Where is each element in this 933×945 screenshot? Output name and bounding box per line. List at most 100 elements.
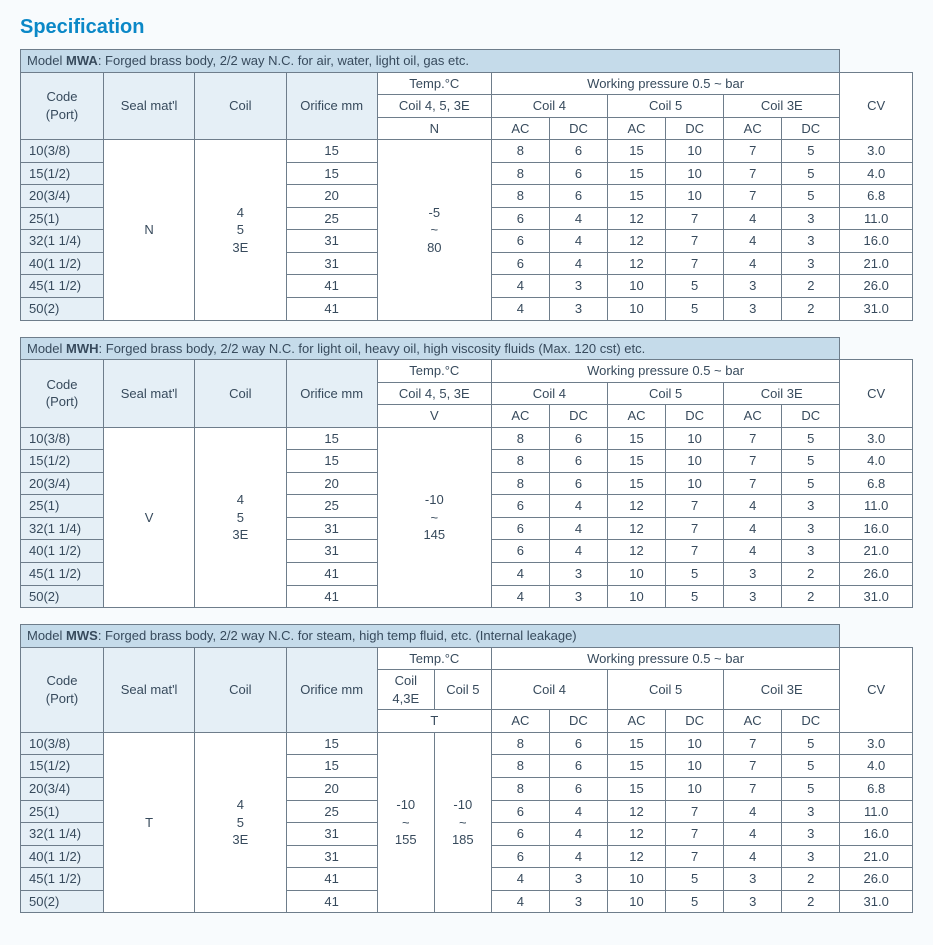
c5ac: 10 — [608, 585, 666, 608]
c3ac: 7 — [724, 755, 782, 778]
c5dc: 10 — [666, 427, 724, 450]
cv: 11.0 — [840, 495, 913, 518]
code-cell: 40(1 1/2) — [21, 252, 104, 275]
c3dc: 5 — [782, 732, 840, 755]
orifice-cell: 15 — [286, 162, 377, 185]
hdr-working-pressure: Working pressure 0.5 ~ bar — [491, 647, 839, 670]
hdr-code: Code(Port) — [21, 72, 104, 140]
c5dc: 7 — [666, 252, 724, 275]
hdr-cv: CV — [840, 72, 913, 140]
c5ac: 12 — [608, 540, 666, 563]
c4ac: 6 — [491, 800, 549, 823]
hdr-temp: Temp.°C — [377, 360, 491, 383]
c5ac: 10 — [608, 563, 666, 586]
c3dc: 2 — [782, 563, 840, 586]
hdr-seal: Seal mat'l — [103, 647, 194, 732]
orifice-cell: 20 — [286, 777, 377, 800]
hdr-temp-sub2: T — [377, 710, 491, 733]
cv: 6.8 — [840, 472, 913, 495]
orifice-cell: 15 — [286, 450, 377, 473]
spec-table: Model MWA: Forged brass body, 2/2 way N.… — [20, 49, 913, 321]
c4dc: 4 — [549, 207, 607, 230]
model-code: MWS — [66, 628, 98, 643]
c3dc: 2 — [782, 275, 840, 298]
coil-cell: 453E — [195, 140, 286, 320]
cv: 3.0 — [840, 732, 913, 755]
hdr-ac: AC — [491, 405, 549, 428]
cv: 21.0 — [840, 845, 913, 868]
hdr-temp-sub-a: Coil 4,3E — [377, 670, 434, 710]
c4dc: 3 — [549, 585, 607, 608]
hdr-dc: DC — [666, 710, 724, 733]
c4dc: 4 — [549, 230, 607, 253]
c4dc: 6 — [549, 777, 607, 800]
hdr-ac: AC — [608, 405, 666, 428]
c3dc: 5 — [782, 472, 840, 495]
c4ac: 8 — [491, 140, 549, 163]
hdr-coil4: Coil 4 — [491, 382, 607, 405]
c3dc: 5 — [782, 755, 840, 778]
cv: 31.0 — [840, 585, 913, 608]
model-text: : Forged brass body, 2/2 way N.C. for li… — [99, 341, 646, 356]
code-cell: 25(1) — [21, 207, 104, 230]
orifice-cell: 15 — [286, 427, 377, 450]
c4ac: 8 — [491, 755, 549, 778]
model-desc: Model MWS: Forged brass body, 2/2 way N.… — [21, 625, 840, 648]
hdr-coil3e: Coil 3E — [724, 670, 840, 710]
orifice-cell: 31 — [286, 230, 377, 253]
c5dc: 7 — [666, 517, 724, 540]
cv: 3.0 — [840, 140, 913, 163]
c3dc: 3 — [782, 207, 840, 230]
model-label: Model — [27, 628, 66, 643]
c3dc: 5 — [782, 450, 840, 473]
orifice-cell: 31 — [286, 540, 377, 563]
orifice-cell: 41 — [286, 890, 377, 913]
orifice-cell: 31 — [286, 252, 377, 275]
code-cell: 45(1 1/2) — [21, 275, 104, 298]
hdr-dc: DC — [782, 117, 840, 140]
tables-container: Model MWA: Forged brass body, 2/2 way N.… — [20, 49, 913, 913]
hdr-dc: DC — [782, 710, 840, 733]
c3ac: 4 — [724, 230, 782, 253]
c4ac: 6 — [491, 207, 549, 230]
c5ac: 15 — [607, 777, 665, 800]
c5dc: 10 — [666, 162, 724, 185]
c5dc: 7 — [666, 845, 724, 868]
c5ac: 15 — [607, 755, 665, 778]
c5dc: 5 — [666, 585, 724, 608]
c5ac: 15 — [608, 185, 666, 208]
orifice-cell: 31 — [286, 845, 377, 868]
seal-cell: N — [103, 140, 194, 320]
hdr-coil5: Coil 5 — [608, 95, 724, 118]
spec-table: Model MWS: Forged brass body, 2/2 way N.… — [20, 624, 913, 913]
c5ac: 12 — [608, 517, 666, 540]
c5dc: 5 — [666, 275, 724, 298]
hdr-cv: CV — [840, 360, 913, 428]
code-cell: 45(1 1/2) — [21, 563, 104, 586]
coil-cell: 453E — [195, 732, 286, 912]
orifice-cell: 41 — [286, 298, 377, 321]
c4dc: 6 — [549, 450, 607, 473]
c5ac: 10 — [607, 868, 665, 891]
seal-cell: T — [103, 732, 194, 912]
c5ac: 15 — [608, 472, 666, 495]
c5ac: 15 — [608, 450, 666, 473]
c4ac: 4 — [491, 585, 549, 608]
c3dc: 2 — [782, 298, 840, 321]
hdr-ac: AC — [491, 117, 549, 140]
c5dc: 7 — [666, 823, 724, 846]
c5ac: 12 — [608, 230, 666, 253]
c4ac: 6 — [491, 845, 549, 868]
hdr-seal: Seal mat'l — [103, 72, 194, 140]
c3ac: 4 — [724, 252, 782, 275]
c5dc: 5 — [666, 563, 724, 586]
c4ac: 8 — [491, 732, 549, 755]
hdr-working-pressure: Working pressure 0.5 ~ bar — [491, 72, 840, 95]
hdr-cv: CV — [840, 647, 913, 732]
c4ac: 4 — [491, 868, 549, 891]
orifice-cell: 41 — [286, 868, 377, 891]
hdr-temp: Temp.°C — [377, 647, 491, 670]
hdr-dc: DC — [666, 405, 724, 428]
c5ac: 12 — [608, 252, 666, 275]
c5dc: 7 — [666, 800, 724, 823]
